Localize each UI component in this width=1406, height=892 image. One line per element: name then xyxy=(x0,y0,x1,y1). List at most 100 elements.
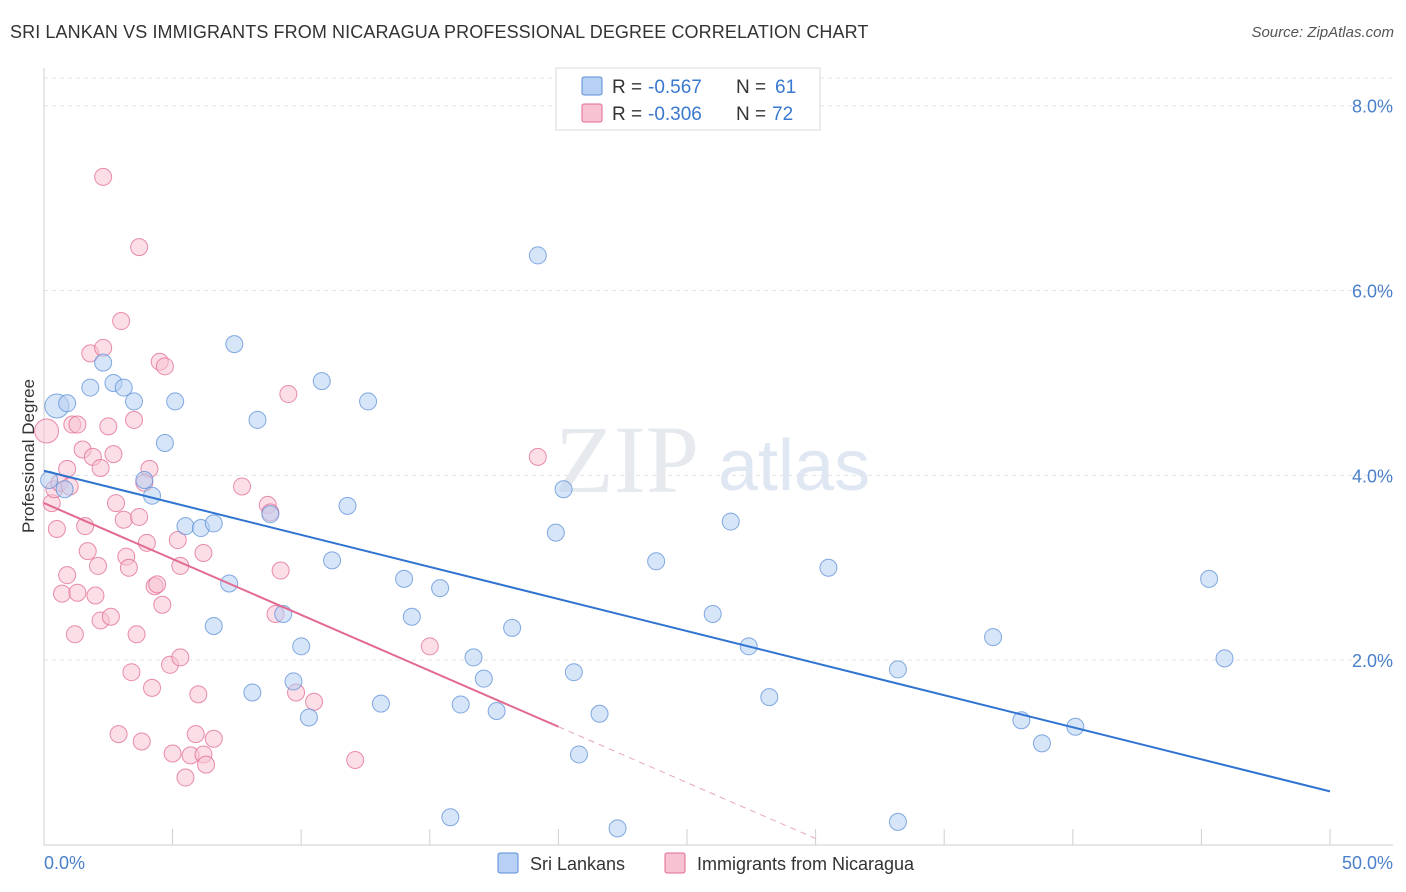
sri-point xyxy=(554,480,573,499)
bottom-legend-label-nicaragua: Immigrants from Nicaragua xyxy=(697,854,915,874)
sri-point xyxy=(431,579,450,598)
series-immigrants-from-nicaragua xyxy=(34,167,547,787)
sri-point xyxy=(1215,649,1234,668)
nic-point xyxy=(125,410,144,429)
sri-point xyxy=(299,708,318,727)
sri-point xyxy=(243,683,262,702)
nic-point xyxy=(346,750,365,769)
sri-point xyxy=(1200,569,1219,588)
sri-point xyxy=(58,394,77,413)
nic-point xyxy=(148,575,167,594)
legend-n-label-0: N = xyxy=(736,77,766,98)
nic-point xyxy=(101,607,120,626)
sri-point xyxy=(204,616,223,635)
legend-n-value-1: 72 xyxy=(772,104,793,125)
trend-line-nicaragua-extension xyxy=(558,726,816,839)
nic-point xyxy=(186,725,205,744)
sri-point xyxy=(125,392,144,411)
sri-point xyxy=(474,669,493,688)
y-tick-label-3: 8.0% xyxy=(1352,97,1393,117)
nic-point xyxy=(305,692,324,711)
y-tick-label-1: 4.0% xyxy=(1352,466,1393,486)
sri-point xyxy=(464,648,483,667)
y-tick-label-2: 6.0% xyxy=(1352,282,1393,302)
sri-point xyxy=(284,672,303,691)
legend-r-value-0: -0.567 xyxy=(648,77,702,98)
nic-point xyxy=(58,566,77,585)
sri-point xyxy=(564,663,583,682)
nic-point xyxy=(104,445,123,464)
nic-point xyxy=(528,447,547,466)
y-tick-label-0: 2.0% xyxy=(1352,651,1393,671)
sri-point xyxy=(312,372,331,391)
x-tick-label-0: 0.0% xyxy=(44,853,85,873)
sri-point xyxy=(487,702,506,721)
nic-point xyxy=(78,542,97,561)
sri-point xyxy=(546,523,565,542)
nic-point xyxy=(155,357,174,376)
sri-point xyxy=(888,812,907,831)
nic-point xyxy=(107,494,126,513)
watermark-zip: ZIP xyxy=(555,406,699,513)
nic-point xyxy=(271,561,290,580)
sri-point xyxy=(395,569,414,588)
series-sri-lankans xyxy=(40,246,1234,838)
sri-point xyxy=(819,558,838,577)
sri-point xyxy=(135,470,154,489)
sri-point xyxy=(166,392,185,411)
nic-point xyxy=(127,625,146,644)
sri-point xyxy=(261,505,280,524)
nic-point xyxy=(65,625,84,644)
sri-point xyxy=(503,618,522,637)
y-axis-label: Professional Degree xyxy=(19,379,38,533)
sri-point xyxy=(590,704,609,723)
sri-point xyxy=(248,410,267,429)
bottom-legend-swatch-sri-lankans xyxy=(497,852,519,874)
nic-point xyxy=(233,477,252,496)
gridlines xyxy=(44,77,1393,661)
bottom-legend-label-sri-lankans: Sri Lankans xyxy=(530,854,625,874)
nic-point xyxy=(153,595,172,614)
sri-point xyxy=(359,392,378,411)
sri-point xyxy=(94,353,113,372)
nic-point xyxy=(109,725,128,744)
top-legend: R = -0.567 N = 61 R = -0.306 N = 72 xyxy=(555,67,821,131)
nic-point xyxy=(189,685,208,704)
nic-point xyxy=(168,531,187,550)
sri-point xyxy=(114,378,133,397)
nic-point xyxy=(91,458,110,477)
sri-point xyxy=(155,434,174,453)
nic-point xyxy=(34,418,60,444)
axes xyxy=(43,68,1393,846)
sri-point xyxy=(984,628,1003,647)
watermark-atlas: atlas xyxy=(718,426,870,506)
sri-point xyxy=(608,819,627,838)
nic-point xyxy=(130,507,149,526)
nic-point xyxy=(122,663,141,682)
sri-point xyxy=(292,637,311,656)
sri-point xyxy=(371,694,390,713)
x-tick-label-1: 50.0% xyxy=(1342,853,1393,873)
legend-r-label-0: R = xyxy=(612,77,642,98)
trend-line-sri-lankans xyxy=(43,469,1331,793)
bottom-legend-swatch-nicaragua xyxy=(664,852,686,874)
nic-point xyxy=(194,543,213,562)
legend-r-label-1: R = xyxy=(612,104,642,125)
sri-point xyxy=(451,695,470,714)
legend-swatch-sri-lankans xyxy=(581,76,603,96)
sri-point xyxy=(569,745,588,764)
sri-point xyxy=(721,512,740,531)
nic-point xyxy=(86,586,105,605)
nic-point xyxy=(279,385,298,404)
nic-point xyxy=(119,558,138,577)
nic-point xyxy=(114,510,133,529)
legend-r-value-1: -0.306 xyxy=(648,104,702,125)
y-tick-labels: 2.0% 4.0% 6.0% 8.0% xyxy=(1352,97,1393,671)
nic-point xyxy=(171,648,190,667)
nic-point xyxy=(112,312,131,331)
watermark: ZIP atlas xyxy=(555,406,870,513)
nic-point xyxy=(420,637,439,656)
bottom-legend: Sri Lankans Immigrants from Nicaragua xyxy=(497,852,915,874)
sri-point xyxy=(647,552,666,571)
